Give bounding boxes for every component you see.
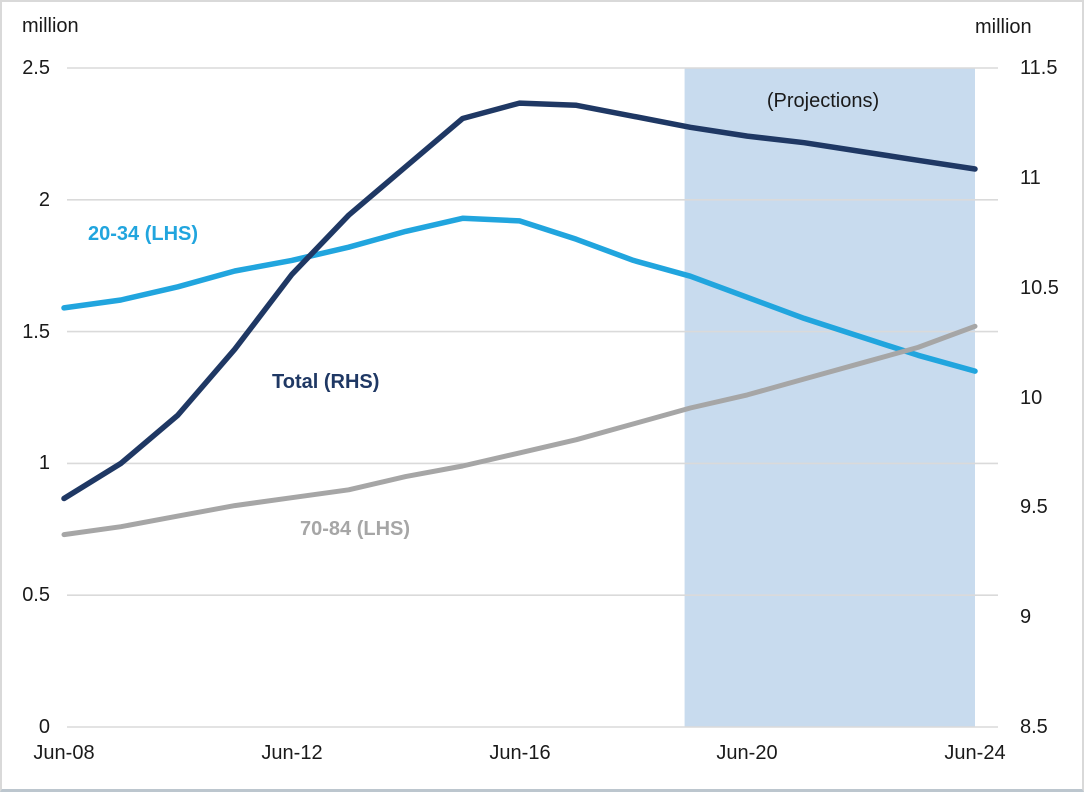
right-axis-tick: 11 [1020, 167, 1041, 189]
right-axis-tick: 9.5 [1020, 496, 1048, 518]
x-axis-tick: Jun-16 [489, 742, 551, 764]
left-axis-tick: 1.5 [22, 321, 50, 343]
right-axis-tick: 10 [1020, 387, 1043, 409]
right-axis-tick: 11.5 [1020, 57, 1058, 79]
x-axis-tick: Jun-24 [944, 742, 1006, 764]
projections-annotation: (Projections) [766, 90, 880, 112]
left-axis-tick: 2 [38, 189, 50, 211]
series-label-70-84: 70-84 (LHS) [300, 518, 411, 540]
series-lines [61, 100, 978, 538]
x-axis-tick: Jun-12 [261, 742, 323, 764]
left-axis-title: million [22, 15, 79, 37]
left-axis-tick: 1 [38, 452, 50, 474]
left-axis-tick: 2.5 [22, 57, 50, 79]
right-axis-tick: 8.5 [1020, 716, 1048, 738]
x-axis-tick: Jun-08 [33, 742, 95, 764]
gridlines [67, 67, 998, 728]
right-axis-tick: 9 [1020, 606, 1032, 628]
right-axis-title: million [975, 16, 1032, 38]
series-line-70-84 [61, 323, 978, 538]
left-axis-tick: 0.5 [22, 584, 50, 606]
x-axis-tick: Jun-20 [716, 742, 778, 764]
series-label-20-34: 20-34 (LHS) [88, 223, 199, 245]
series-line-20-34 [61, 215, 978, 374]
series-label-total: Total (RHS) [272, 371, 380, 393]
series-line-total [61, 100, 978, 502]
right-axis-tick: 10.5 [1020, 277, 1059, 299]
left-axis-tick: 0 [38, 716, 50, 738]
